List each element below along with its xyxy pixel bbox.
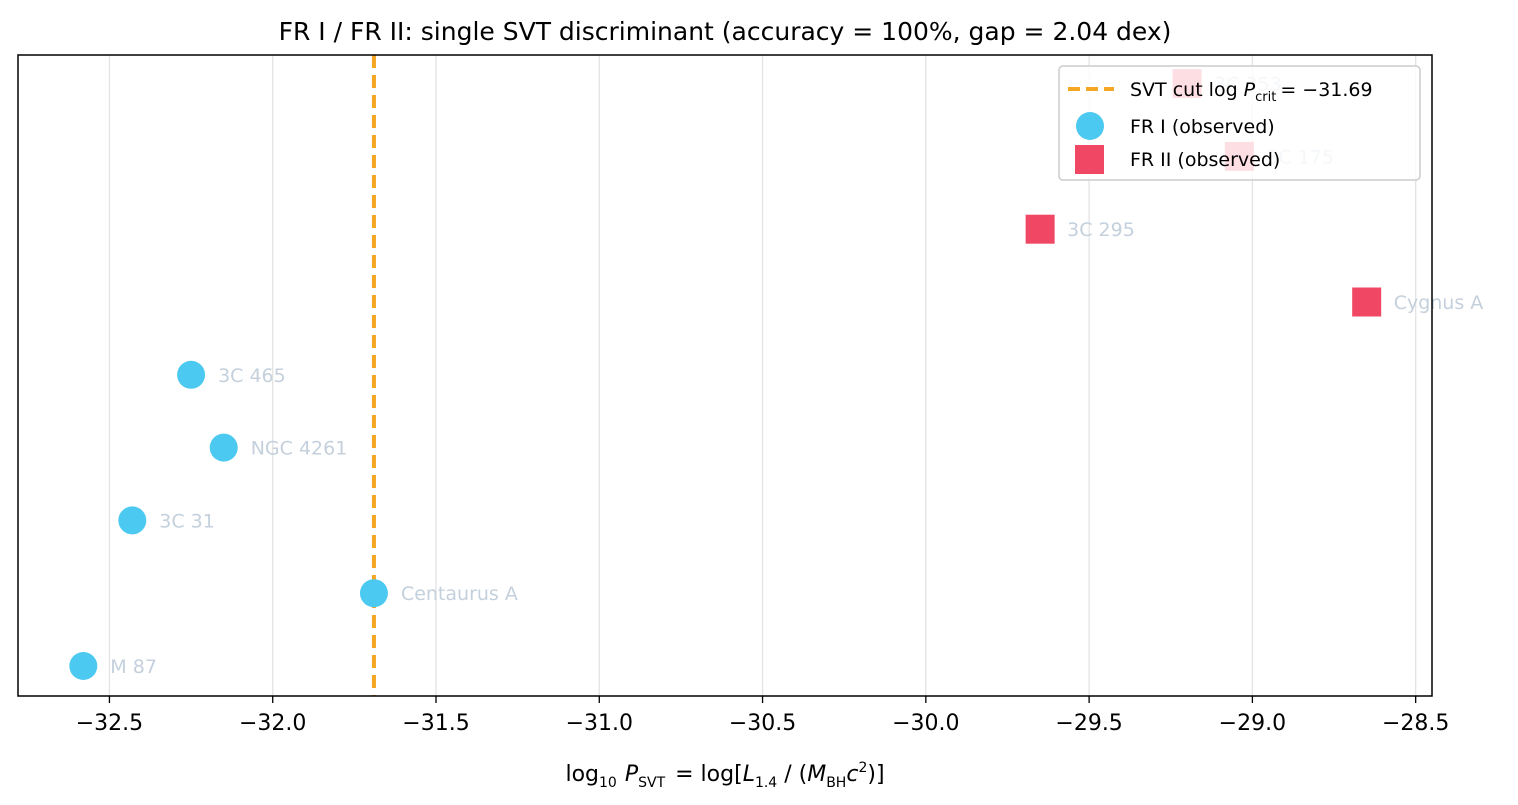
x-tick-label: −32.5 [76, 711, 143, 736]
x-tick-label: −32.0 [239, 711, 306, 736]
xlabel-M: M [807, 762, 826, 787]
x-tick-label: −31.5 [402, 711, 469, 736]
point-label: NGC 4261 [251, 438, 348, 460]
fr1-point [177, 360, 206, 389]
xlabel-eq: = log [675, 762, 734, 787]
legend-fr1-marker [1076, 112, 1104, 140]
xlabel-slash: / ( [777, 762, 807, 787]
x-tick-label: −30.5 [729, 711, 796, 736]
xlabel-prefix-sub: 10 [599, 775, 617, 791]
point-label: Centaurus A [401, 583, 518, 605]
legend-cut-prefix: SVT cut log [1130, 79, 1238, 101]
x-axis-label: log10 PSVT = log[L1.4 / (MBHc2)] [565, 760, 884, 791]
legend-fr2-marker [1075, 145, 1104, 174]
xlabel-c: c [846, 762, 858, 787]
fr1-point [118, 506, 147, 535]
point-label: 3C 31 [159, 510, 215, 532]
plot-frame [17, 54, 1433, 697]
xlabel-prefix: log [565, 762, 599, 787]
x-tick-label: −30.0 [892, 711, 959, 736]
xlabel-c-sup: 2 [858, 760, 867, 776]
fr1-point [359, 579, 388, 608]
xlabel-rbracket: ] [876, 762, 885, 787]
xlabel-lbracket: [ [734, 762, 743, 787]
fr1-point [209, 433, 238, 462]
xlabel-M-sub: BH [826, 775, 846, 791]
legend-fr2-label: FR II (observed) [1130, 149, 1280, 171]
fr2-point [1352, 287, 1382, 317]
fr2-point [1025, 214, 1055, 244]
xlabel-L-sub: 1.4 [755, 775, 777, 791]
x-tick-label: −31.0 [566, 711, 633, 736]
legend-box [1058, 65, 1421, 181]
x-tick-label: −28.5 [1382, 711, 1449, 736]
legend: SVT cut log Pcrit = −31.69 FR I (observed)… [1058, 65, 1421, 181]
xlabel-L: L [743, 762, 755, 787]
chart-title: FR I / FR II: single SVT discriminant (a… [279, 17, 1172, 46]
legend-cut-var: P [1244, 79, 1256, 101]
x-tick-label: −29.0 [1219, 711, 1286, 736]
xlabel-close: ) [867, 762, 876, 787]
legend-cut-value: = −31.69 [1280, 79, 1372, 101]
legend-fr1-label: FR I (observed) [1130, 116, 1275, 138]
legend-cut-label: SVT cut log Pcrit = −31.69 [1130, 79, 1373, 105]
point-label: M 87 [110, 656, 157, 678]
x-axis: −32.5 −32.0 −31.5 −31.0 −30.5 −30.0 −29.5 −29.0… [76, 696, 1449, 736]
fr1-point [69, 652, 98, 680]
xlabel-var-sub: SVT [638, 775, 665, 791]
xlabel-var: P [625, 762, 639, 787]
point-label: 3C 465 [218, 365, 286, 387]
point-label: 3C 295 [1067, 219, 1135, 241]
legend-cut-sub: crit [1255, 90, 1276, 105]
x-tick-label: −29.5 [1055, 711, 1122, 736]
point-label: Cygnus A [1394, 292, 1484, 314]
